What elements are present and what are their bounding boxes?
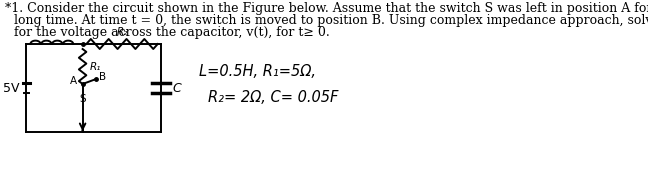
Text: 5V: 5V: [3, 81, 19, 95]
Text: A: A: [70, 76, 77, 86]
Text: long time. At time t = 0, the switch is moved to position B. Using complex imped: long time. At time t = 0, the switch is …: [14, 14, 648, 27]
Text: for the voltage across the capacitor, v(t), for t≥ 0.: for the voltage across the capacitor, v(…: [14, 26, 329, 39]
Text: S: S: [79, 94, 86, 104]
Text: R₂= 2Ω, C= 0.05F: R₂= 2Ω, C= 0.05F: [208, 90, 338, 104]
Text: C: C: [173, 81, 181, 95]
Text: L=0.5H, R₁=5Ω,: L=0.5H, R₁=5Ω,: [199, 64, 316, 79]
Text: R₂: R₂: [117, 27, 128, 37]
Text: B: B: [99, 72, 106, 82]
Text: R₁: R₁: [89, 61, 100, 72]
Text: *1. Consider the circuit shown in the Figure below. Assume that the switch S was: *1. Consider the circuit shown in the Fi…: [5, 2, 648, 15]
